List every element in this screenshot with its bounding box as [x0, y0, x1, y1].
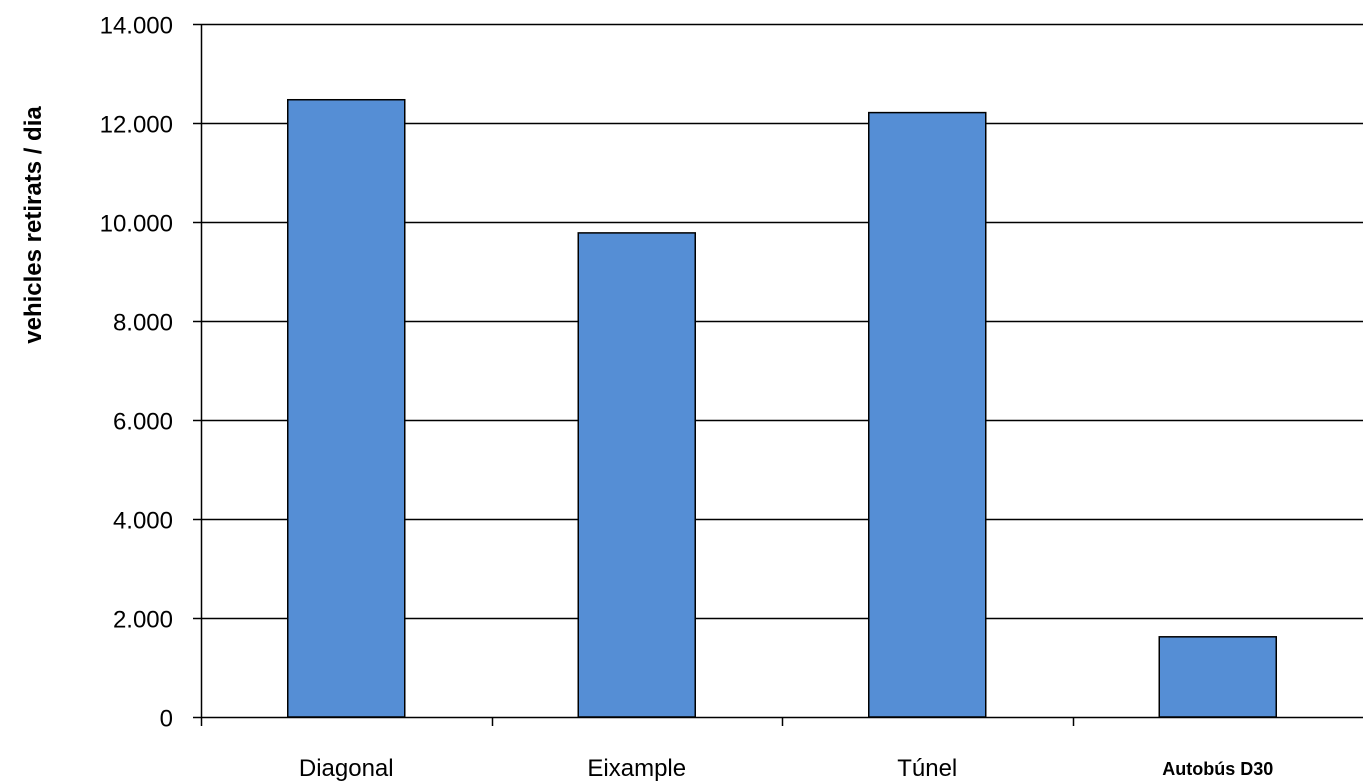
- bar: [1158, 636, 1277, 718]
- y-tick-label: 6.000: [113, 409, 173, 436]
- y-tick-label: 0: [160, 706, 173, 733]
- x-tick-label: Autobús D30: [1162, 759, 1273, 779]
- y-axis-title: vehicles retirats / dia: [20, 106, 47, 344]
- y-tick-label: 4.000: [113, 508, 173, 535]
- y-tick-labels: 0 2.000 4.000 6.000 8.000 10.000 12.000 14.000: [100, 13, 173, 733]
- x-tick-label: Túnel: [897, 755, 957, 782]
- y-tick-label: 10.000: [100, 211, 173, 238]
- bar: [868, 111, 987, 718]
- bar: [577, 232, 696, 718]
- x-tick-labels: Diagonal Eixample Túnel Autobús D30: [299, 755, 1273, 782]
- y-tick-label: 8.000: [113, 310, 173, 337]
- x-tick-label: Diagonal: [299, 755, 394, 782]
- axes: [193, 23, 1363, 726]
- bar: [287, 98, 406, 718]
- x-tick-label: Eixample: [587, 755, 686, 782]
- y-tick-label: 12.000: [100, 112, 173, 139]
- y-tick-label: 14.000: [100, 13, 173, 40]
- bars: [287, 98, 1277, 718]
- y-tick-label: 2.000: [113, 607, 173, 634]
